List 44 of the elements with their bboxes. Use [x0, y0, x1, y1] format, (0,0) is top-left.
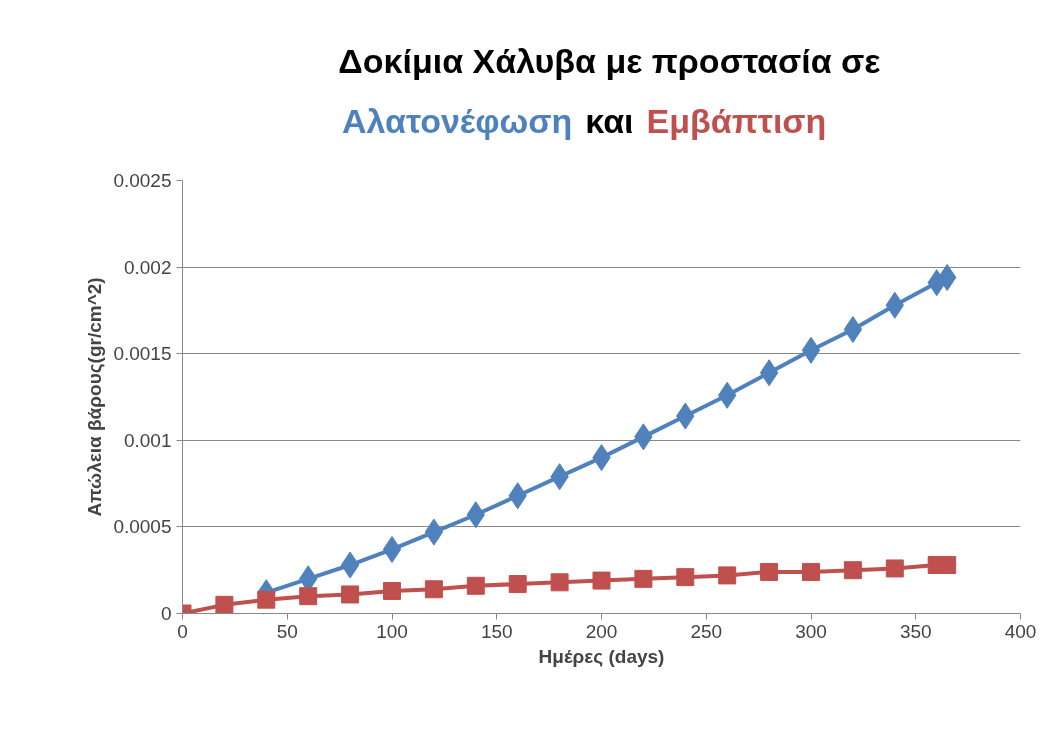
- point: [676, 568, 695, 587]
- x-tick-label: 50: [276, 620, 298, 642]
- y-tick-label: 0.0015: [113, 343, 172, 365]
- point: [382, 535, 402, 563]
- point: [424, 518, 444, 546]
- x-tick-label: 150: [480, 620, 513, 642]
- point: [550, 573, 569, 592]
- point: [634, 569, 653, 588]
- point: [760, 562, 779, 581]
- chart-title: Δοκίμια Χάλυβα με προστασία σε: [338, 41, 881, 80]
- point: [299, 587, 318, 606]
- x-tick-label: 300: [795, 620, 827, 642]
- point: [759, 359, 779, 387]
- x-tick-label: 250: [690, 620, 723, 642]
- point: [466, 576, 485, 595]
- point: [508, 575, 527, 594]
- y-tick-label: 0.0005: [113, 516, 172, 538]
- x-tick-label: 200: [585, 620, 618, 642]
- y-tick-label: 0.0025: [113, 170, 172, 191]
- point: [215, 595, 234, 614]
- point: [885, 559, 904, 578]
- x-tick-label: 0: [177, 620, 188, 642]
- x-tick-label: 400: [1004, 620, 1037, 642]
- point: [592, 571, 611, 590]
- point: [843, 561, 862, 580]
- point: [383, 581, 401, 600]
- point: [802, 562, 820, 581]
- text: Εμβάπτιση: [646, 101, 827, 140]
- y-tick-label: 0.002: [123, 256, 172, 278]
- point: [340, 551, 360, 579]
- y-tick-label: 0.001: [123, 429, 172, 451]
- point: [257, 590, 276, 609]
- x-tick-label: 100: [376, 620, 408, 642]
- point: [801, 336, 821, 364]
- y-axis-title: Απώλεια βάρους(gr/cm^2): [84, 277, 106, 517]
- point: [341, 585, 360, 604]
- x-axis-title: Ημέρες (days): [538, 645, 665, 667]
- point: [424, 580, 443, 599]
- y-tick-label: 0: [160, 603, 172, 624]
- text: και: [585, 101, 634, 140]
- text: Αλατονέφωση: [341, 101, 573, 140]
- x-tick-label: 350: [899, 620, 932, 642]
- point: [718, 566, 737, 585]
- point: [843, 315, 863, 343]
